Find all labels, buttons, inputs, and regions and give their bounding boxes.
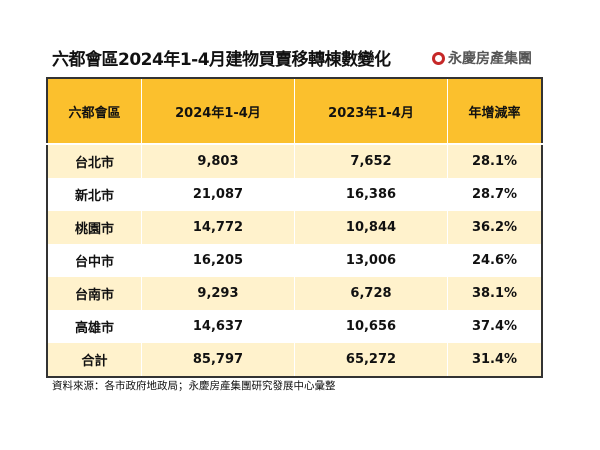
logo-icon [432, 51, 445, 65]
table-cell: 28.7% [447, 178, 543, 211]
table-cell: 10,656 [293, 310, 449, 343]
header-cell: 六都會區 [46, 78, 142, 145]
data-table: 六都會區 2024年1-4月 2023年1-4月 年增減率 台北市 9,803 7,… [46, 77, 543, 378]
table-cell: 65,272 [293, 343, 449, 377]
table-cell: 36.2% [447, 211, 543, 244]
table-cell: 14,772 [140, 211, 295, 244]
table-cell: 桃園市 [46, 211, 142, 244]
table-cell: 6,728 [293, 277, 449, 310]
table-row: 高雄市 14,637 10,656 37.4% [46, 310, 543, 343]
table-cell: 7,652 [293, 144, 449, 178]
table-cell: 24.6% [447, 244, 543, 277]
table-cell: 38.1% [447, 277, 543, 310]
table-row: 新北市 21,087 16,386 28.7% [46, 178, 543, 211]
table-cell: 21,087 [140, 178, 295, 211]
logo-text: 永慶房產集團 [448, 51, 532, 67]
table-cell: 37.4% [447, 310, 543, 343]
table-cell: 台南市 [46, 277, 142, 310]
table-cell: 高雄市 [46, 310, 142, 343]
table-row: 台中市 16,205 13,006 24.6% [46, 244, 543, 277]
table-cell: 28.1% [447, 144, 543, 178]
table-cell: 14,637 [140, 310, 295, 343]
source-note: 資料來源：各市政府地政局；永慶房產集團研究發展中心彙整 [52, 380, 336, 392]
table-cell: 9,293 [140, 277, 295, 310]
table-cell: 85,797 [140, 343, 295, 377]
header-row: 六都會區 2024年1-4月 2023年1-4月 年增減率 [46, 78, 543, 145]
logo: 永慶房產集團 [432, 48, 532, 68]
table-cell: 13,006 [293, 244, 449, 277]
header-cell: 2024年1-4月 [140, 78, 295, 145]
table-cell: 新北市 [46, 178, 142, 211]
table-row: 台北市 9,803 7,652 28.1% [46, 144, 543, 178]
page-title: 六都會區2024年1-4月建物買賣移轉棟數變化 [52, 50, 391, 70]
header-cell: 年增減率 [447, 78, 543, 145]
total-row: 合計 85,797 65,272 31.4% [46, 343, 543, 377]
table-cell: 合計 [46, 343, 142, 377]
table-cell: 16,205 [140, 244, 295, 277]
table-cell: 10,844 [293, 211, 449, 244]
table-cell: 台北市 [46, 144, 142, 178]
table-cell: 31.4% [447, 343, 543, 377]
table-row: 台南市 9,293 6,728 38.1% [46, 277, 543, 310]
table-cell: 台中市 [46, 244, 142, 277]
header-cell: 2023年1-4月 [293, 78, 449, 145]
table-cell: 9,803 [140, 144, 295, 178]
table-row: 桃園市 14,772 10,844 36.2% [46, 211, 543, 244]
table-cell: 16,386 [293, 178, 449, 211]
